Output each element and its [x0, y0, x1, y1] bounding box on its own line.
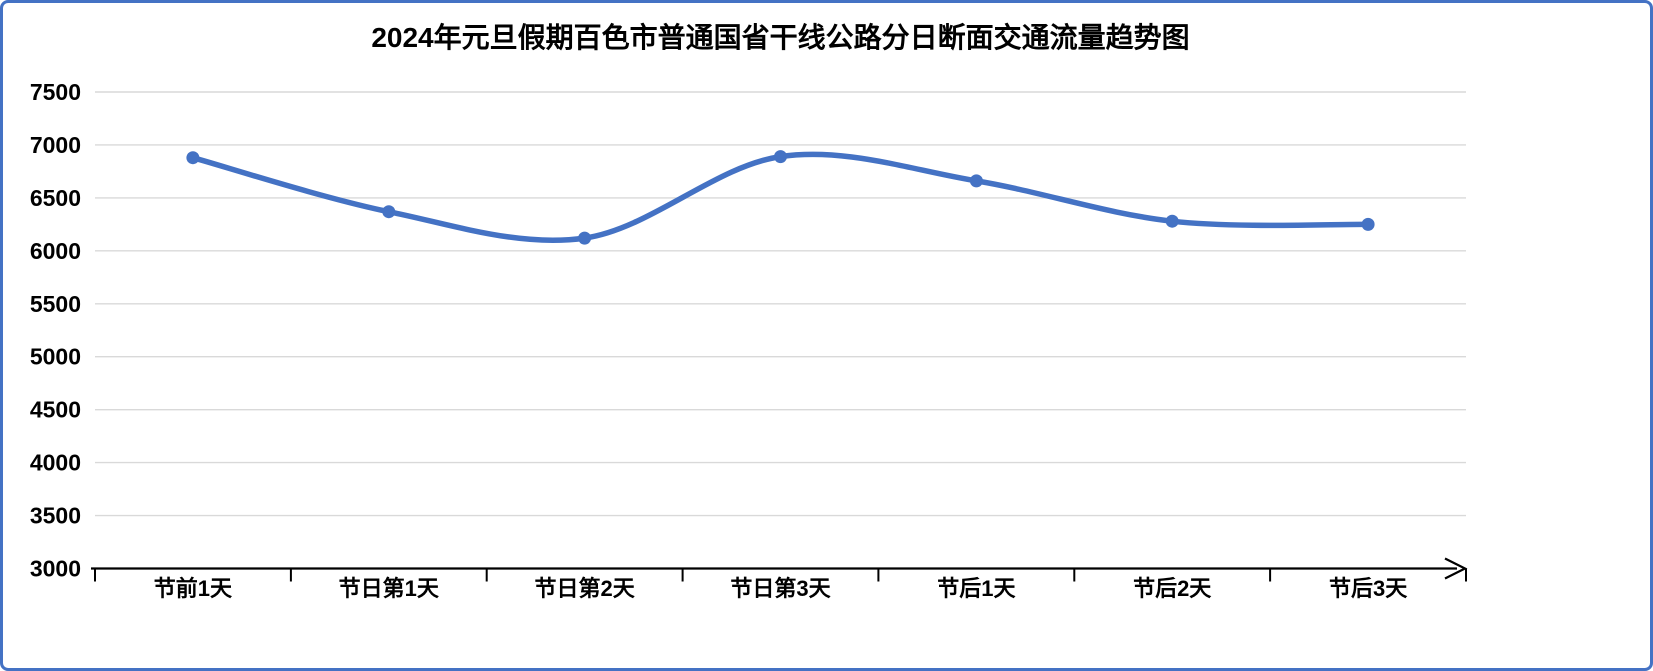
x-tick-label: 节后3天 — [1329, 576, 1408, 601]
data-point-marker — [774, 150, 787, 164]
y-tick-label: 6500 — [30, 185, 81, 211]
gridlines — [95, 91, 1466, 517]
y-tick-label: 3000 — [30, 556, 81, 582]
y-tick-label: 5500 — [30, 291, 81, 317]
y-tick-label: 7000 — [30, 132, 81, 158]
y-tick-label: 5000 — [30, 344, 81, 370]
data-point-marker — [969, 174, 983, 188]
y-tick-label: 7500 — [30, 79, 81, 105]
data-point-marker — [186, 151, 200, 165]
x-tick-label: 节前1天 — [154, 576, 233, 601]
x-tick-label: 节后1天 — [937, 576, 1016, 601]
data-point-marker — [578, 231, 592, 245]
data-point-marker — [1361, 217, 1375, 231]
line-chart: 3000 3500 4000 4500 5000 5500 6000 6500 7000 7500… — [30, 79, 1468, 601]
y-tick-label: 4500 — [30, 397, 81, 423]
y-tick-label: 4000 — [30, 450, 81, 476]
x-tick-label: 节后2天 — [1133, 576, 1212, 601]
y-tick-label: 6000 — [30, 238, 81, 264]
x-tick-label: 节日第3天 — [730, 576, 831, 601]
x-tick-label: 节日第1天 — [339, 576, 440, 601]
data-point-marker — [382, 205, 396, 219]
x-tick-label: 节日第2天 — [534, 576, 635, 601]
chart-title: 2024年元旦假期百色市普通国省干线公路分日断面交通流量趋势图 — [371, 22, 1190, 53]
x-axis — [91, 557, 1468, 582]
axis-labels: 3000 3500 4000 4500 5000 5500 6000 6500 7000 7500… — [30, 79, 1408, 601]
series-line — [186, 150, 1375, 245]
y-tick-label: 3500 — [30, 503, 81, 529]
data-point-marker — [1165, 214, 1179, 228]
